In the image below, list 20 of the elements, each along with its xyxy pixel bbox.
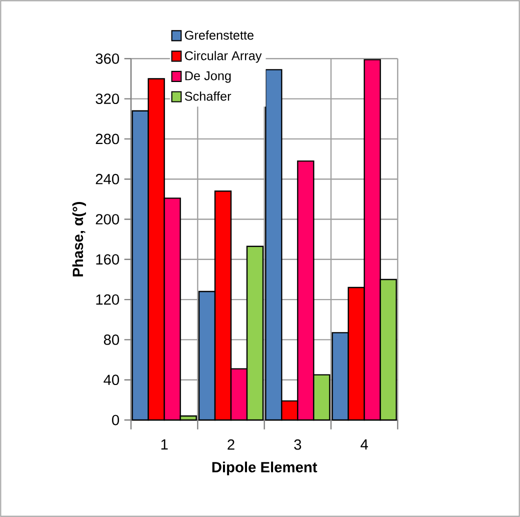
y-tick-label: 240 (96, 174, 120, 184)
y-tick-label: 0 (112, 414, 120, 426)
legend-label: Circular Array (184, 50, 262, 63)
legend-label: De Jong (185, 71, 231, 83)
y-tick-label: 320 (96, 94, 120, 104)
y-tick-label: 40 (104, 374, 120, 386)
y-tick-label: 160 (96, 254, 120, 265)
y-tick-label: 200 (96, 214, 120, 224)
legend-label: Grefenstette (184, 30, 254, 40)
x-tick-label: 2 (228, 439, 234, 450)
x-axis-title: Dipole Element (212, 462, 318, 476)
y-tick-label: 360 (96, 53, 120, 64)
x-tick-label: 3 (294, 439, 302, 450)
x-tick-label: 4 (360, 439, 368, 450)
legend-label: Schaffer (184, 91, 232, 101)
y-tick-label: 120 (96, 294, 120, 305)
y-axis-title: Phase, α(°) (72, 202, 86, 276)
y-tick-label: 280 (96, 134, 120, 144)
y-tick-label: 80 (104, 334, 120, 345)
x-tick-label: 1 (161, 439, 168, 450)
